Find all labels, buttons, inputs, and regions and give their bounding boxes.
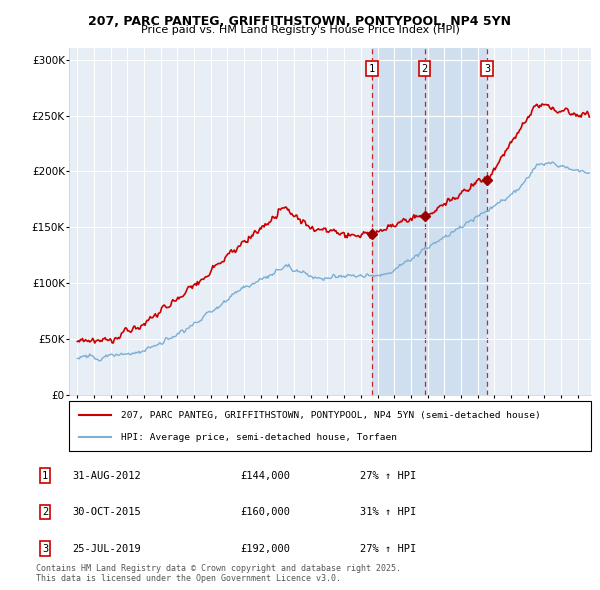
Text: 3: 3 — [484, 64, 490, 74]
Text: £144,000: £144,000 — [240, 471, 290, 480]
Text: Price paid vs. HM Land Registry's House Price Index (HPI): Price paid vs. HM Land Registry's House … — [140, 25, 460, 35]
Text: 3: 3 — [42, 544, 48, 553]
Text: 207, PARC PANTEG, GRIFFITHSTOWN, PONTYPOOL, NP4 5YN (semi-detached house): 207, PARC PANTEG, GRIFFITHSTOWN, PONTYPO… — [121, 411, 541, 419]
Text: HPI: Average price, semi-detached house, Torfaen: HPI: Average price, semi-detached house,… — [121, 433, 397, 442]
Text: 2: 2 — [42, 507, 48, 517]
Text: £160,000: £160,000 — [240, 507, 290, 517]
Text: 1: 1 — [369, 64, 375, 74]
Text: 30-OCT-2015: 30-OCT-2015 — [72, 507, 141, 517]
Text: 31% ↑ HPI: 31% ↑ HPI — [360, 507, 416, 517]
Text: 25-JUL-2019: 25-JUL-2019 — [72, 544, 141, 553]
Text: £192,000: £192,000 — [240, 544, 290, 553]
Text: 27% ↑ HPI: 27% ↑ HPI — [360, 471, 416, 480]
Text: 27% ↑ HPI: 27% ↑ HPI — [360, 544, 416, 553]
Bar — [372, 48, 487, 395]
Text: Contains HM Land Registry data © Crown copyright and database right 2025.
This d: Contains HM Land Registry data © Crown c… — [36, 563, 401, 583]
Text: 31-AUG-2012: 31-AUG-2012 — [72, 471, 141, 480]
FancyBboxPatch shape — [69, 401, 591, 451]
Text: 207, PARC PANTEG, GRIFFITHSTOWN, PONTYPOOL, NP4 5YN: 207, PARC PANTEG, GRIFFITHSTOWN, PONTYPO… — [89, 15, 511, 28]
Text: 2: 2 — [422, 64, 428, 74]
Text: 1: 1 — [42, 471, 48, 480]
